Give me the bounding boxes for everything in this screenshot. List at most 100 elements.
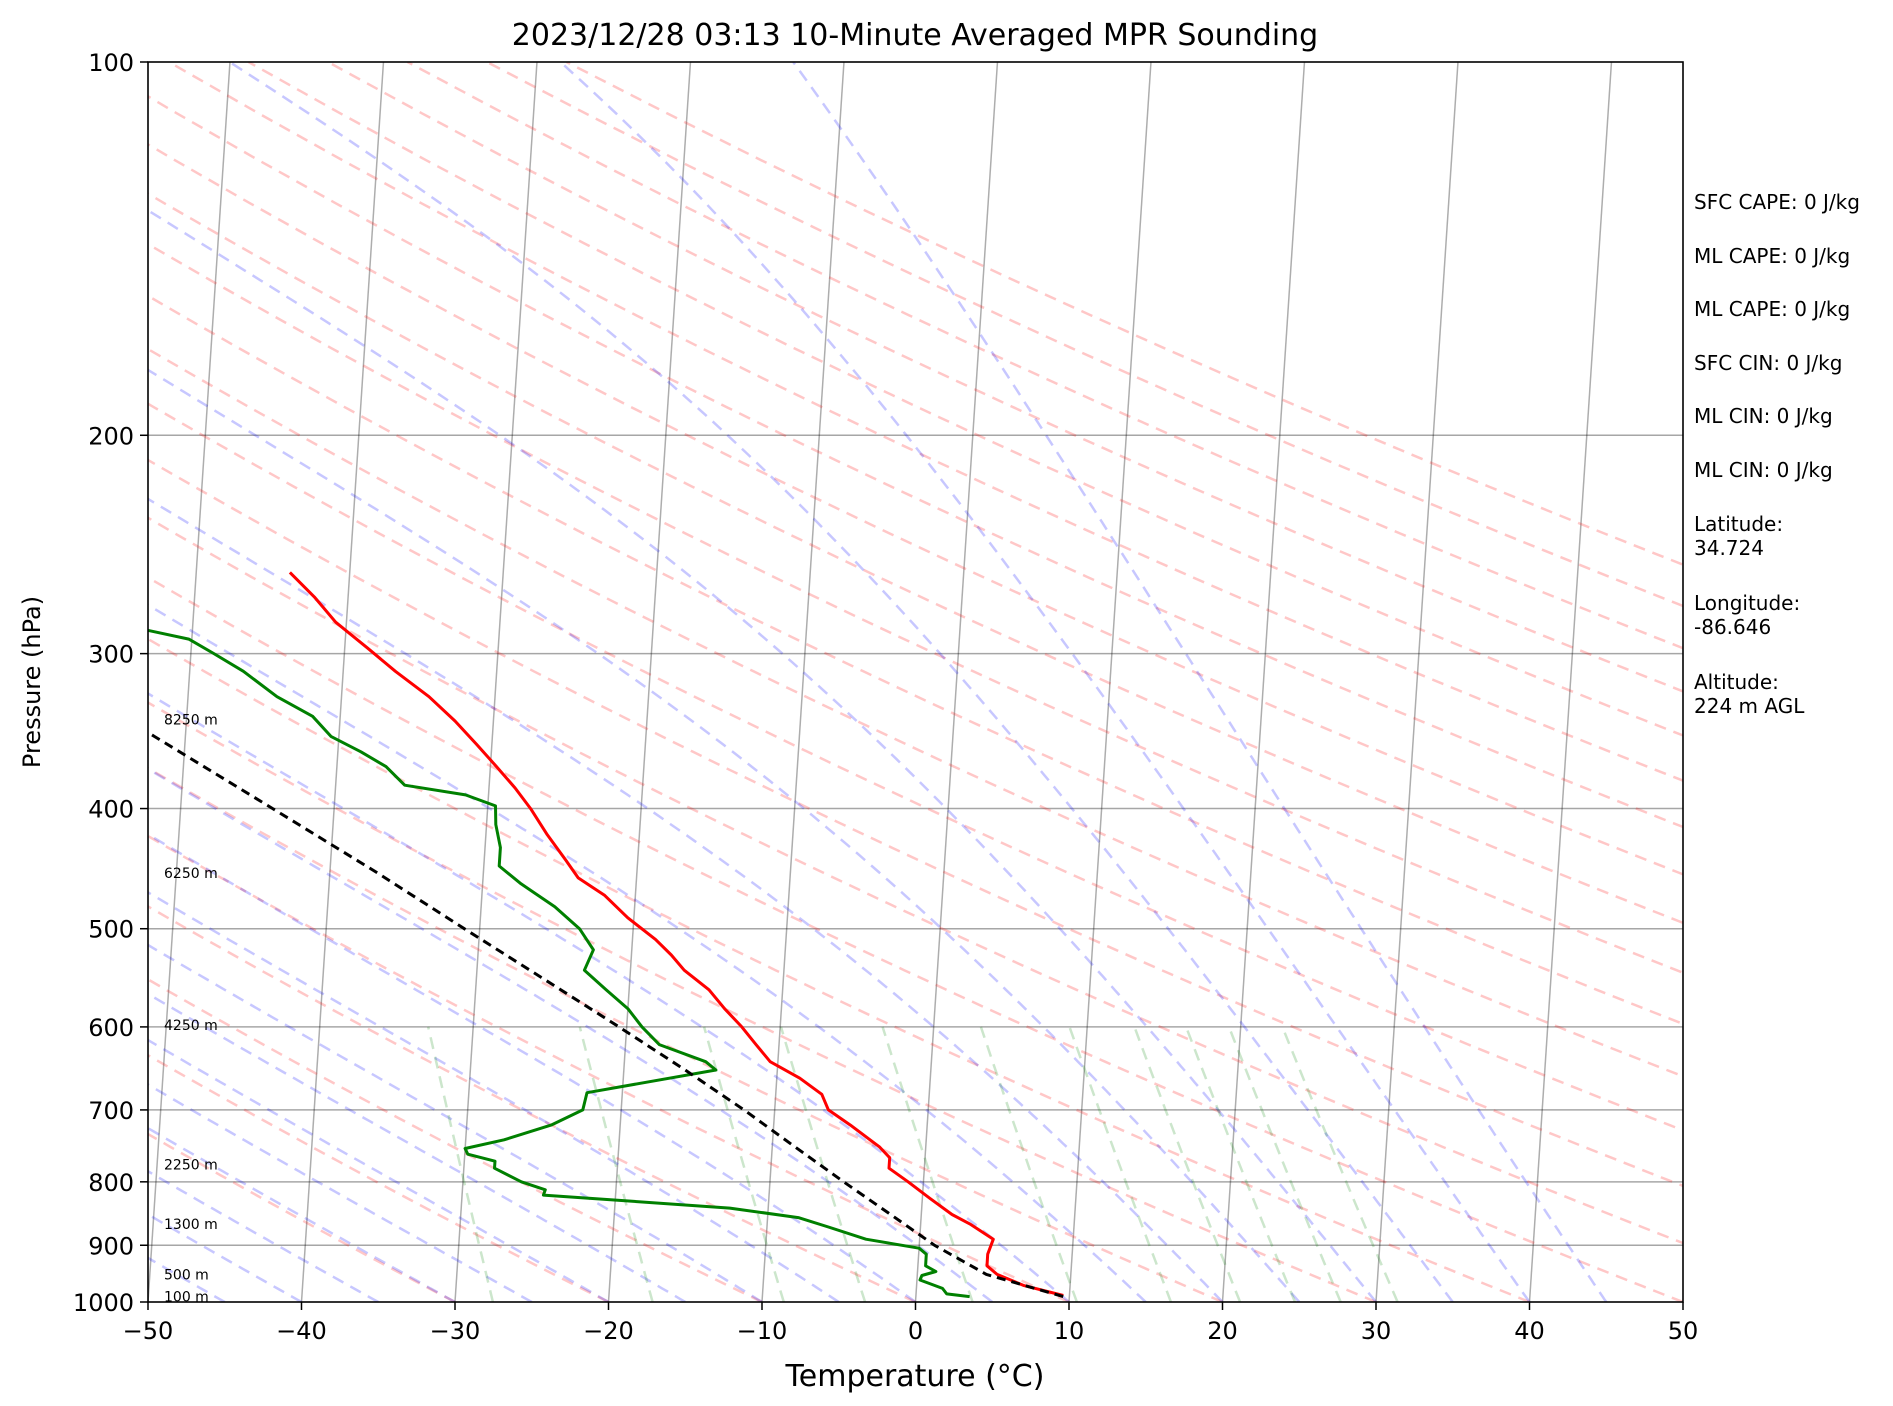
dry-adiabat-line — [148, 766, 1223, 1302]
x-tick-labels: −50 −40 −30 −20 −10 0 10 20 30 40 50 — [123, 1317, 1699, 1345]
x-tick-label: −30 — [430, 1317, 481, 1345]
isotherm-line — [454, 62, 538, 1302]
x-tick-label: 50 — [1668, 1317, 1699, 1345]
temperature-profile — [288, 571, 1064, 1297]
ml-cin-text-2: ML CIN: 0 J/kg — [1694, 458, 1833, 482]
isotherm-line — [761, 62, 845, 1302]
moist-adiabat-line — [148, 767, 994, 1302]
sfc-cin-text: SFC CIN: 0 J/kg — [1694, 351, 1843, 375]
dry-adiabat-line — [148, 637, 1530, 1302]
y-tick-label: 1000 — [73, 1289, 134, 1317]
moist-adiabat-line — [148, 832, 917, 1302]
isotherm-line — [1221, 62, 1306, 1302]
height-label: 2250 m — [164, 1158, 218, 1174]
mixing-ratio-line — [578, 1026, 654, 1302]
y-axis-label: Pressure (hPa) — [18, 596, 46, 768]
dry-adiabat-line — [168, 62, 1683, 782]
x-tick-label: 20 — [1207, 1317, 1238, 1345]
parcel-profile — [148, 730, 1064, 1299]
sounding-series — [148, 571, 1064, 1299]
background-lines — [148, 62, 1683, 1302]
x-tick-label: −20 — [583, 1317, 634, 1345]
y-tick-label: 300 — [88, 641, 134, 669]
altitude-value: 224 m AGL — [1694, 694, 1805, 718]
dry-adiabat-line — [148, 94, 1683, 829]
longitude-value: -86.646 — [1694, 615, 1772, 639]
y-tick-label: 500 — [88, 916, 134, 944]
moist-adiabat-line — [229, 62, 1454, 1302]
isotherm-line — [1528, 62, 1613, 1302]
dry-adiabat-line — [486, 62, 1683, 608]
height-label: 500 m — [164, 1267, 209, 1283]
y-tick-label: 900 — [88, 1232, 134, 1260]
ml-cin-text: ML CIN: 0 J/kg — [1694, 404, 1833, 428]
y-tick-label: 800 — [88, 1169, 134, 1197]
moist-adiabat-line — [148, 208, 1377, 1302]
mixing-ratio-line — [979, 1026, 1079, 1302]
chart-title: 2023/12/28 03:13 10-Minute Averaged MPR … — [512, 18, 1318, 53]
dry-adiabat-line — [148, 1132, 456, 1302]
dry-adiabat-line — [565, 62, 1683, 566]
y-tick-labels: 100 200 300 400 500 600 700 800 900 1000 — [73, 49, 134, 1317]
mixing-ratio-line — [702, 1026, 785, 1302]
moist-adiabat-line — [559, 62, 1531, 1302]
dry-adiabat-line — [148, 192, 1683, 925]
dry-adiabat-line — [406, 62, 1683, 650]
dry-adiabat-line — [148, 402, 1683, 1132]
x-axis-label: Temperature (°C) — [785, 1359, 1045, 1394]
plot-frame — [147, 61, 1684, 1303]
x-tick-label: 10 — [1054, 1317, 1085, 1345]
latitude-value: 34.724 — [1694, 536, 1764, 560]
moist-adiabat-line — [792, 62, 1608, 1302]
dry-adiabat-line — [148, 458, 1683, 1188]
height-label: 6250 m — [164, 866, 218, 882]
moist-adiabat-line — [148, 692, 1070, 1302]
y-tick-label: 700 — [88, 1097, 134, 1125]
isotherm-line — [914, 62, 999, 1302]
dry-adiabat-line — [148, 576, 1683, 1302]
x-tick-label: 30 — [1361, 1317, 1392, 1345]
ml-cape-text: ML CAPE: 0 J/kg — [1694, 244, 1851, 268]
x-tick-label: 0 — [908, 1317, 923, 1345]
dry-adiabat-line — [148, 1053, 610, 1302]
dry-adiabat-line — [148, 701, 1377, 1302]
height-label: 1300 m — [164, 1217, 218, 1233]
y-tick-label: 400 — [88, 796, 134, 824]
x-tick-label: −40 — [276, 1317, 327, 1345]
mixing-ratio-line — [881, 1026, 974, 1302]
isotherm-line — [1375, 62, 1459, 1302]
y-tick-label: 200 — [88, 422, 134, 450]
moist-adiabat-line — [148, 603, 1147, 1302]
mixing-ratio-line — [1227, 1026, 1342, 1302]
sfc-cape-text: SFC CAPE: 0 J/kg — [1694, 190, 1860, 214]
x-tick-label: −50 — [123, 1317, 174, 1345]
moist-adiabat-line — [148, 1083, 533, 1302]
height-label: 4250 m — [164, 1018, 218, 1034]
mixing-ratio-line — [426, 1026, 495, 1302]
isotherm-line — [607, 62, 692, 1302]
moist-adiabat-line — [148, 368, 1301, 1302]
dry-adiabat-line — [148, 347, 1683, 1078]
mixing-ratio-line — [779, 1026, 867, 1302]
mixing-ratio-line — [1068, 1026, 1173, 1302]
height-labels: 100 m 500 m 1300 m 2250 m 4250 m 6250 m 8250 m — [164, 712, 218, 1305]
mixing-ratio-line — [1184, 1026, 1297, 1302]
moist-adiabat-line — [148, 943, 763, 1302]
dry-adiabat-line — [327, 62, 1683, 693]
latitude-label: Latitude: — [1694, 512, 1784, 536]
moist-adiabat-line — [148, 1126, 456, 1302]
y-tick-label: 100 — [88, 49, 134, 77]
altitude-label: Altitude: — [1694, 670, 1779, 694]
height-label: 8250 m — [164, 712, 218, 728]
longitude-label: Longitude: — [1694, 591, 1801, 615]
tick-marks — [140, 61, 1684, 1310]
height-label: 100 m — [164, 1290, 209, 1306]
moist-adiabat-line — [148, 497, 1224, 1302]
moist-adiabat-line — [148, 890, 840, 1302]
isotherm-line — [300, 62, 385, 1302]
isotherm-line — [1068, 62, 1152, 1302]
ml-cape-text-2: ML CAPE: 0 J/kg — [1694, 297, 1851, 321]
isotherm-line — [148, 62, 231, 1302]
dewpoint-profile — [148, 628, 970, 1299]
